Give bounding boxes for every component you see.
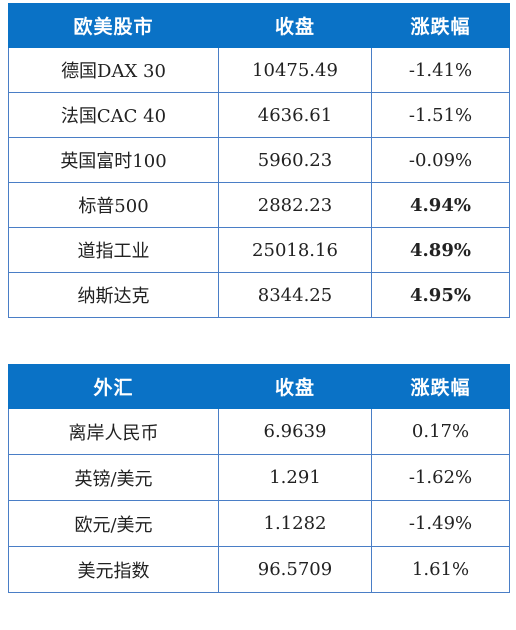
fx-close: 1.1282 bbox=[218, 500, 372, 547]
index-close: 4636.61 bbox=[218, 92, 372, 138]
index-close: 2882.23 bbox=[218, 182, 372, 228]
index-change: 4.89% bbox=[371, 227, 510, 273]
fx-change: 0.17% bbox=[371, 408, 510, 455]
table-row: 美元指数 96.5709 1.61% bbox=[8, 546, 510, 593]
index-close: 5960.23 bbox=[218, 137, 372, 183]
header-close: 收盘 bbox=[218, 3, 372, 48]
indices-table: 欧美股市 收盘 涨跌幅 德国DAX 30 10475.49 -1.41% 法国C… bbox=[8, 3, 510, 318]
fx-name: 美元指数 bbox=[8, 546, 219, 593]
table-row: 离岸人民币 6.9639 0.17% bbox=[8, 408, 510, 455]
fx-close: 1.291 bbox=[218, 454, 372, 501]
fx-name: 离岸人民币 bbox=[8, 408, 219, 455]
table-header-row: 欧美股市 收盘 涨跌幅 bbox=[8, 3, 510, 48]
fx-change: 1.61% bbox=[371, 546, 510, 593]
index-change: 4.94% bbox=[371, 182, 510, 228]
index-name: 英国富时100 bbox=[8, 137, 219, 183]
index-change: 4.95% bbox=[371, 272, 510, 318]
fx-change: -1.62% bbox=[371, 454, 510, 501]
header-fx: 外汇 bbox=[8, 364, 219, 409]
index-close: 8344.25 bbox=[218, 272, 372, 318]
table-row: 标普500 2882.23 4.94% bbox=[8, 182, 510, 228]
index-close: 25018.16 bbox=[218, 227, 372, 273]
index-name: 法国CAC 40 bbox=[8, 92, 219, 138]
table-header-row: 外汇 收盘 涨跌幅 bbox=[8, 364, 510, 409]
fx-change: -1.49% bbox=[371, 500, 510, 547]
table-row: 德国DAX 30 10475.49 -1.41% bbox=[8, 47, 510, 93]
header-market: 欧美股市 bbox=[8, 3, 219, 48]
table-row: 纳斯达克 8344.25 4.95% bbox=[8, 272, 510, 318]
fx-name: 欧元/美元 bbox=[8, 500, 219, 547]
index-name: 德国DAX 30 bbox=[8, 47, 219, 93]
table-row: 法国CAC 40 4636.61 -1.51% bbox=[8, 92, 510, 138]
fx-name: 英镑/美元 bbox=[8, 454, 219, 501]
index-change: -1.41% bbox=[371, 47, 510, 93]
index-change: -1.51% bbox=[371, 92, 510, 138]
table-row: 欧元/美元 1.1282 -1.49% bbox=[8, 500, 510, 547]
index-name: 纳斯达克 bbox=[8, 272, 219, 318]
index-name: 标普500 bbox=[8, 182, 219, 228]
header-close: 收盘 bbox=[218, 364, 372, 409]
table-row: 英国富时100 5960.23 -0.09% bbox=[8, 137, 510, 183]
table-row: 道指工业 25018.16 4.89% bbox=[8, 227, 510, 273]
fx-close: 6.9639 bbox=[218, 408, 372, 455]
index-change: -0.09% bbox=[371, 137, 510, 183]
header-change: 涨跌幅 bbox=[371, 3, 510, 48]
index-name: 道指工业 bbox=[8, 227, 219, 273]
header-change: 涨跌幅 bbox=[371, 364, 510, 409]
table-row: 英镑/美元 1.291 -1.62% bbox=[8, 454, 510, 501]
fx-close: 96.5709 bbox=[218, 546, 372, 593]
fx-table: 外汇 收盘 涨跌幅 离岸人民币 6.9639 0.17% 英镑/美元 1.291… bbox=[8, 364, 510, 593]
index-close: 10475.49 bbox=[218, 47, 372, 93]
